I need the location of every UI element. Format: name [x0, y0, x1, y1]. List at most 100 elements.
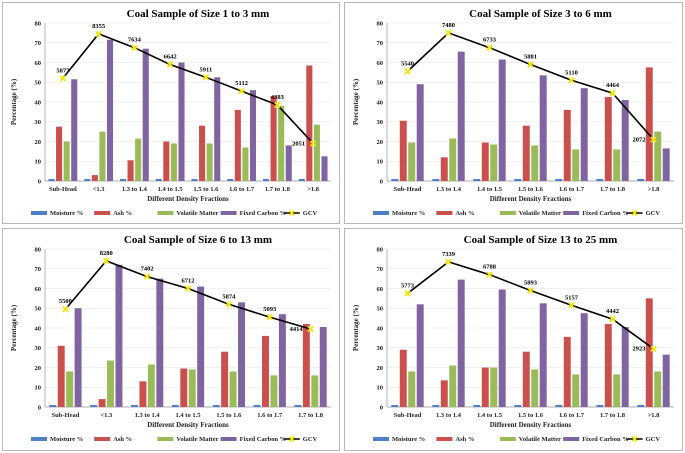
gcv-label-1-5-to-1-6: 5874: [222, 293, 236, 300]
bar-volatile-matter-1-5-to-1-6: [531, 145, 539, 181]
y-tick-label: 70: [377, 40, 384, 47]
bar-volatile-matter-1-3-to-1-4: [449, 365, 457, 407]
bar-fixed-carbon-1-3-to-1-4: [142, 48, 149, 181]
y-tick-label: 10: [377, 159, 384, 166]
gcv-label-1-7-to-1-8: 4414: [290, 326, 304, 333]
bar-fixed-carbon-sub-head: [71, 79, 78, 181]
bar-volatile-matter-1-3-to-1-4: [147, 364, 155, 407]
x-tick-label-1-7-to-1-8: 1.7 to 1.8: [600, 412, 626, 419]
gcv-marker-1-7-to-1-8: [609, 315, 616, 323]
x-tick-label-1-3: <1.3: [100, 412, 113, 419]
y-tick-label: 50: [377, 80, 384, 87]
gcv-label-1-4-to-1-5: 6642: [164, 53, 177, 60]
chart-panel-4: Coal Sample of Size 13 to 25 mm 0 10 20 30 40…: [344, 228, 683, 451]
legend-label: Ash %: [113, 436, 132, 443]
bar-moisture-1-3-to-1-4: [131, 405, 138, 407]
y-tick-label: 70: [35, 266, 42, 273]
x-tick-label-sub-head: Sub-Head: [394, 412, 422, 419]
x-tick-label-1-4-to-1-5: 1.4 to 1.5: [477, 412, 503, 419]
gcv-marker-1-4-to-1-5: [486, 44, 493, 51]
bar-moisture-1-4-to-1-5: [171, 405, 179, 407]
y-tick-label: 0: [38, 404, 41, 411]
gcv-marker-1-5-to-1-6: [202, 74, 210, 81]
chart-title: Coal Sample of Size 13 to 25 mm: [464, 234, 618, 246]
legend-label: Ash %: [455, 436, 474, 443]
gcv-label-1-3-to-1-4: 7480: [442, 22, 455, 29]
x-tick-label-1-3: <1.3: [93, 186, 106, 193]
bar-volatile-matter-1-8: [313, 124, 320, 181]
gcv-marker-1-5-to-1-6: [527, 287, 534, 294]
gcv-label-1-6-to-1-7: 5157: [565, 294, 579, 301]
x-tick-label-sub-head: Sub-Head: [394, 186, 422, 193]
gcv-label-1-8: 2923: [633, 346, 647, 353]
y-tick-label: 50: [35, 306, 42, 313]
legend-swatch: [157, 437, 174, 441]
gcv-marker-1-4-to-1-5: [184, 285, 192, 292]
bar-ash-1-8: [645, 298, 653, 407]
bar-moisture-1-3-to-1-4: [432, 405, 440, 407]
bar-moisture-1-7-to-1-8: [596, 405, 604, 407]
legend-label: GCV: [303, 210, 318, 217]
bar-volatile-matter-1-5-to-1-6: [229, 371, 237, 407]
y-tick-label: 0: [38, 178, 41, 185]
bar-ash-sub-head: [57, 345, 65, 407]
x-tick-label-1-7-to-1-8: 1.7 to 1.8: [265, 186, 291, 193]
legend-item-ash: Ash %: [436, 436, 474, 443]
gcv-marker-1-7-to-1-8: [609, 89, 616, 97]
gcv-marker-1-8: [309, 140, 317, 147]
legend-swatch: [499, 211, 516, 215]
bar-fixed-carbon-1-3: [106, 39, 114, 181]
bar-ash-1-4-to-1-5: [481, 142, 489, 181]
bar-moisture-1-7-to-1-8: [294, 405, 302, 407]
bar-fixed-carbon-1-4-to-1-5: [498, 59, 506, 181]
bar-ash-sub-head: [399, 349, 407, 407]
x-tick-label-sub-head: Sub-Head: [52, 412, 80, 419]
gcv-line: [64, 259, 311, 330]
chart-3: Coal Sample of Size 6 to 13 mm 0 10 20 30 40 5…: [10, 234, 331, 443]
chart-title: Coal Sample of Size 3 to 6 mm: [469, 8, 612, 20]
bar-volatile-matter-1-4-to-1-5: [490, 367, 498, 407]
x-tick-label-1-4-to-1-5: 1.4 to 1.5: [176, 412, 202, 419]
legend-label: Volatile Matter %: [176, 436, 226, 443]
bar-fixed-carbon-1-5-to-1-6: [539, 303, 547, 407]
gcv-label-sub-head: 5540: [401, 60, 414, 67]
bar-moisture-1-6-to-1-7: [555, 179, 563, 181]
legend-swatch: [563, 437, 580, 441]
legend-swatch: [220, 437, 237, 441]
bar-ash-1-6-to-1-7: [262, 335, 269, 407]
legend-item-volatile-matter: Volatile Matter %: [157, 210, 227, 217]
bar-volatile-matter-sub-head: [408, 371, 416, 407]
chart-2: Coal Sample of Size 3 to 6 mm 0 10 20 30 40 50…: [352, 8, 674, 217]
bar-fixed-carbon-1-4-to-1-5: [178, 62, 185, 181]
bar-moisture-1-8: [637, 405, 645, 407]
bar-volatile-matter-1-4-to-1-5: [188, 369, 196, 407]
bar-volatile-matter-1-6-to-1-7: [270, 375, 278, 407]
gcv-line: [407, 260, 654, 350]
x-tick-label-1-7-to-1-8: 1.7 to 1.8: [298, 412, 324, 419]
bar-volatile-matter-1-5-to-1-6: [531, 369, 539, 407]
y-tick-label: 60: [377, 286, 384, 293]
gcv-marker-1-6-to-1-7: [238, 87, 245, 95]
x-tick-label-1-5-to-1-6: 1.5 to 1.6: [216, 412, 242, 419]
bar-fixed-carbon-1-8: [662, 148, 670, 181]
bar-volatile-matter-1-7-to-1-8: [613, 374, 621, 407]
gcv-label-1-3-to-1-4: 7339: [442, 251, 456, 258]
gcv-marker-1-3-to-1-4: [445, 29, 452, 37]
gcv-label-1-7-to-1-8: 4464: [606, 82, 620, 89]
bar-volatile-matter-1-3-to-1-4: [449, 138, 457, 181]
gcv-label-1-3: 8280: [100, 250, 113, 257]
legend-swatch: [373, 437, 389, 441]
legend-swatch: [220, 211, 237, 215]
bar-moisture-1-3: [84, 179, 91, 181]
x-axis-label: Different Density Fractions: [490, 195, 572, 203]
gcv-marker-1-3-to-1-4: [445, 258, 452, 266]
bar-ash-1-3-to-1-4: [440, 157, 448, 181]
y-tick-label: 20: [377, 139, 384, 146]
legend-item-gcv: GCV: [626, 209, 660, 217]
legend-item-volatile-matter: Volatile Matter %: [499, 436, 569, 443]
y-tick-label: 0: [380, 178, 383, 185]
bar-moisture-sub-head: [391, 179, 399, 181]
bar-fixed-carbon-1-6-to-1-7: [580, 88, 588, 181]
bar-moisture-1-6-to-1-7: [227, 179, 234, 181]
legend-label: GCV: [646, 436, 661, 443]
